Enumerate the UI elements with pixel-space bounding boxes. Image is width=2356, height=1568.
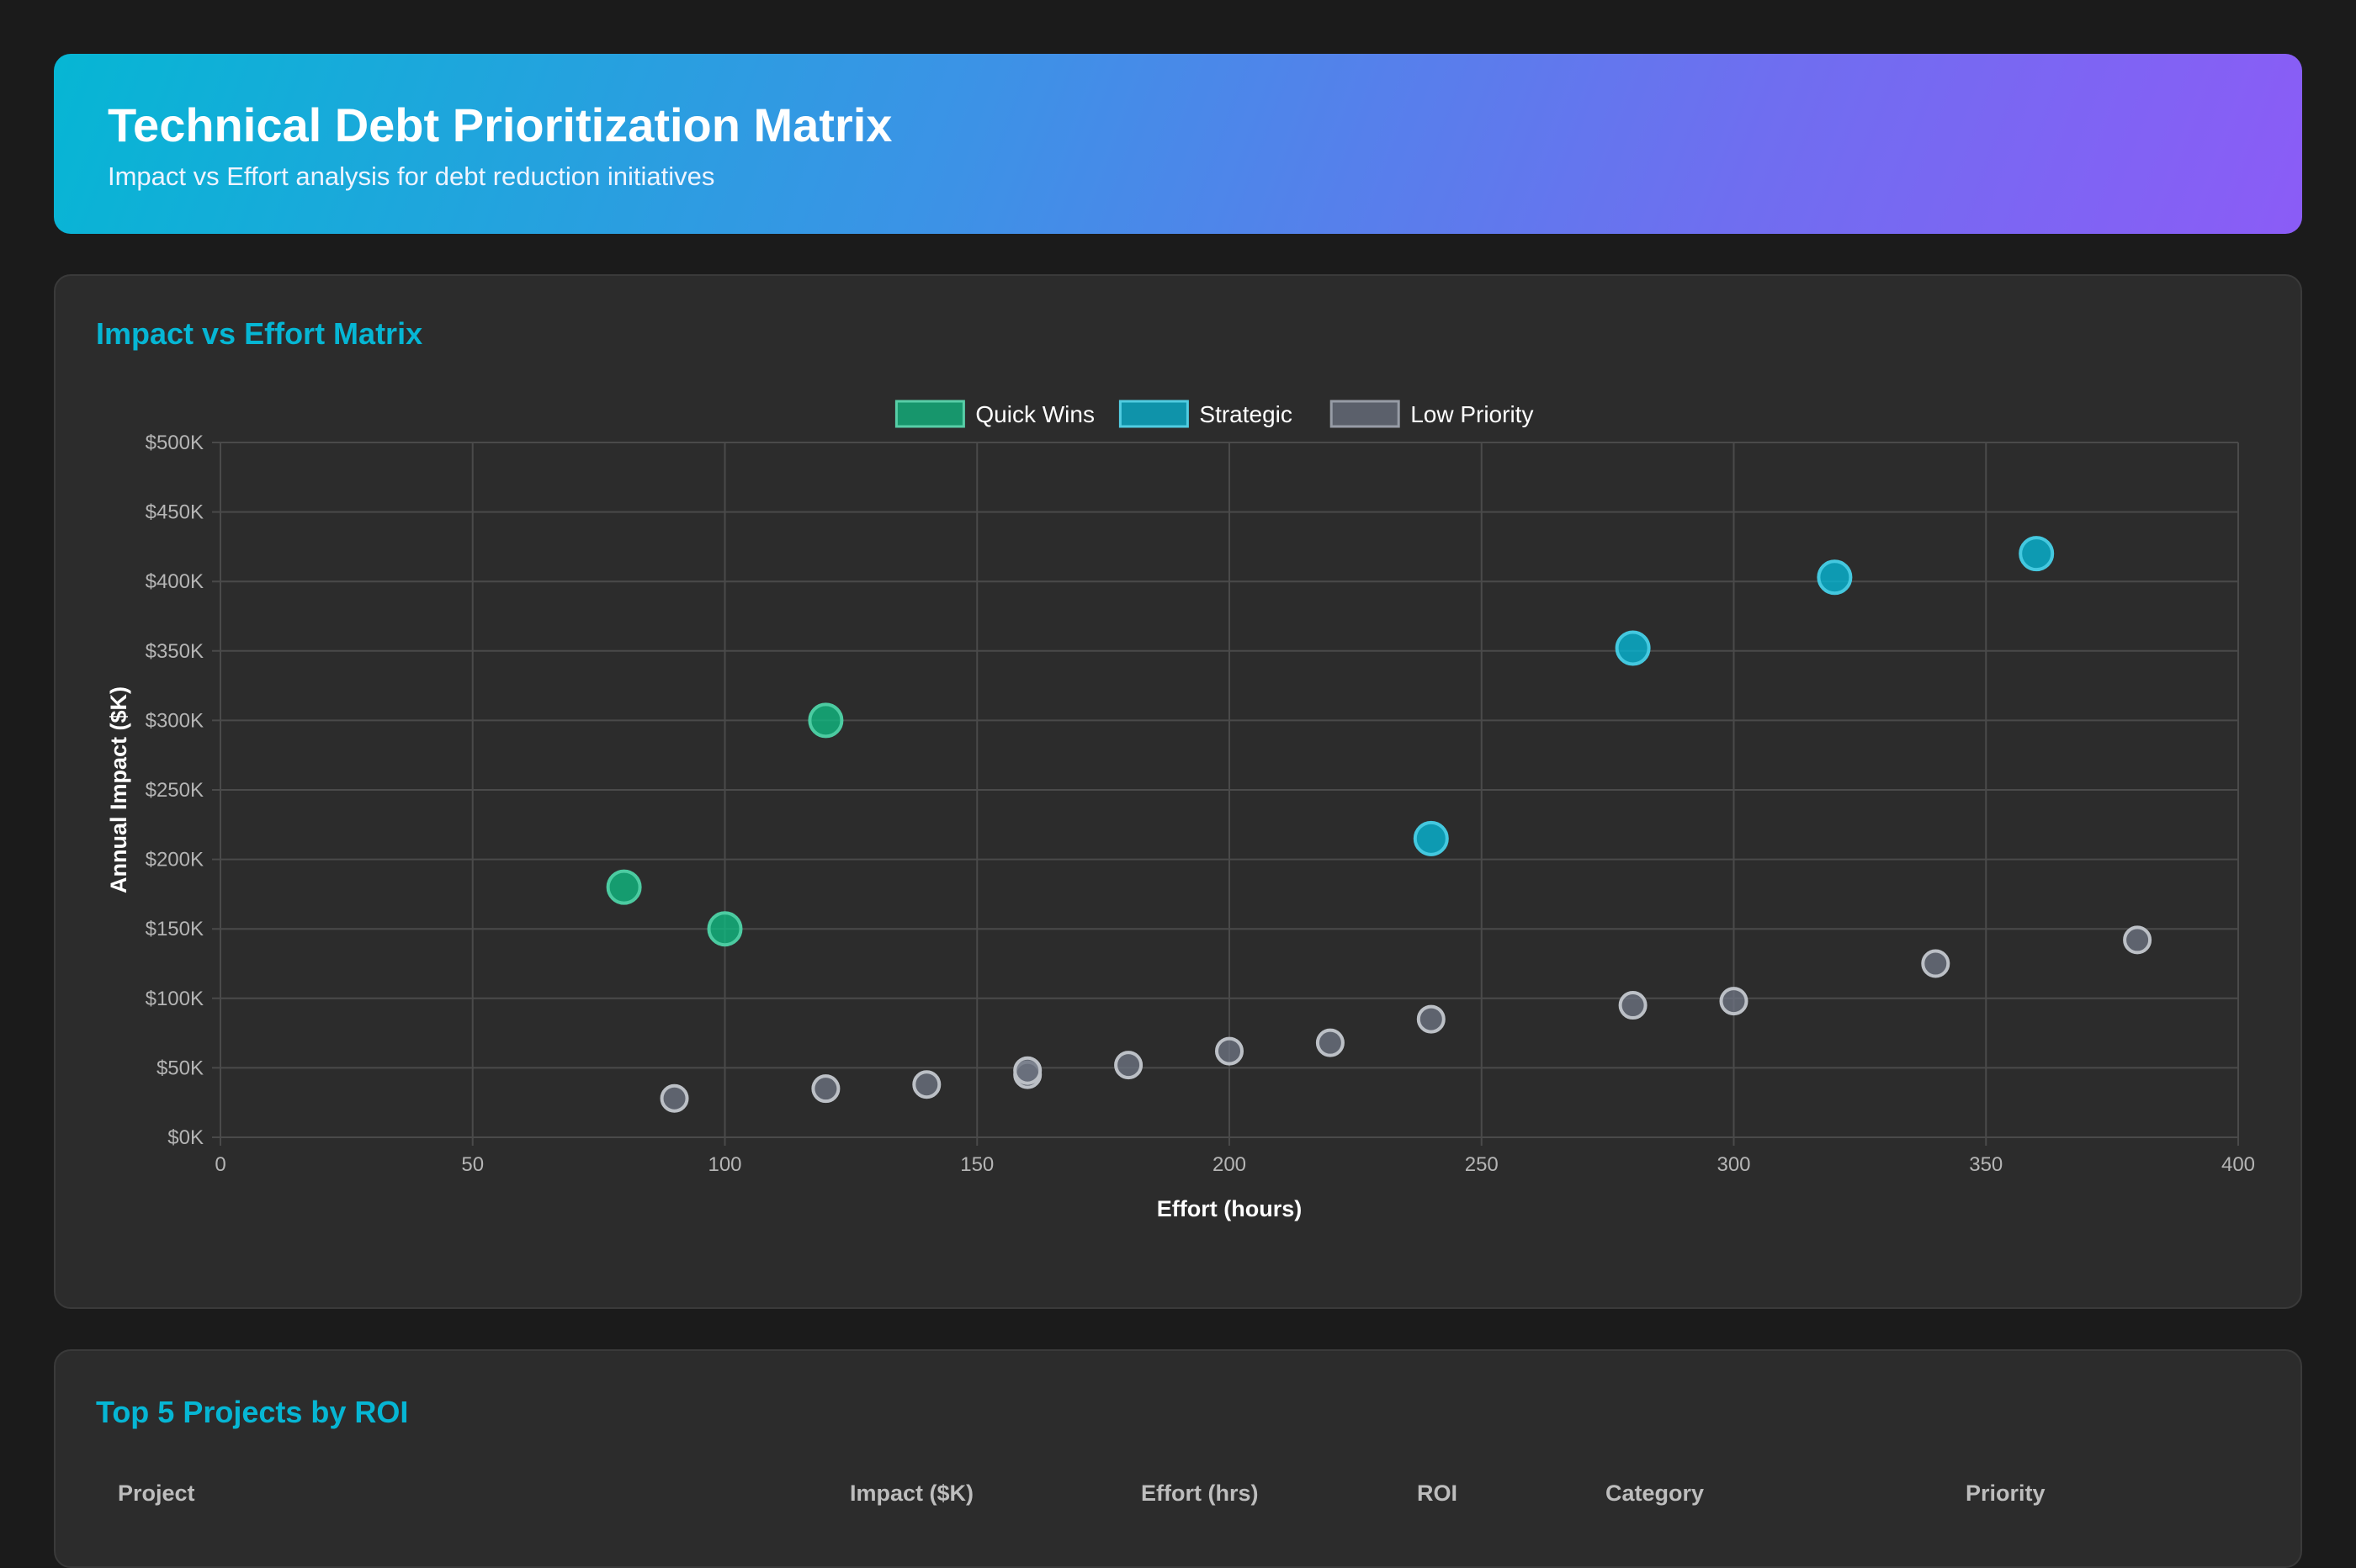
data-point-strategic — [1817, 559, 1853, 596]
data-point-low-priority — [1114, 1051, 1144, 1080]
y-tick-label: $250K — [146, 779, 204, 802]
column-header-project[interactable]: Project — [118, 1481, 195, 1506]
data-point-strategic — [2019, 536, 2055, 572]
page-subtitle: Impact vs Effort analysis for debt reduc… — [108, 162, 715, 191]
data-point-low-priority — [1013, 1056, 1043, 1085]
column-header-roi[interactable]: ROI — [1417, 1481, 1458, 1506]
legend-swatch-low-priority — [1329, 400, 1400, 428]
y-tick-label: $300K — [146, 709, 204, 732]
x-tick-label: 200 — [1212, 1153, 1246, 1176]
column-header-category[interactable]: Category — [1605, 1481, 1705, 1506]
page-header: Technical Debt Prioritization Matrix Imp… — [54, 54, 2302, 234]
y-tick-label: $50K — [157, 1057, 204, 1079]
x-tick-label: 50 — [461, 1153, 484, 1176]
y-tick-label: $500K — [146, 432, 204, 454]
y-tick-label: $400K — [146, 570, 204, 593]
data-point-low-priority — [660, 1083, 689, 1113]
top-projects-card-title: Top 5 Projects by ROI — [96, 1395, 409, 1429]
x-tick-label: 350 — [1969, 1153, 2003, 1176]
y-tick-label: $200K — [146, 849, 204, 871]
data-point-low-priority — [2123, 925, 2152, 955]
data-point-low-priority — [1719, 987, 1748, 1016]
data-point-low-priority — [1416, 1004, 1446, 1034]
data-point-low-priority — [1921, 949, 1950, 978]
legend-swatch-strategic — [1118, 400, 1189, 428]
x-tick-label: 300 — [1717, 1153, 1750, 1176]
data-point-strategic — [1413, 820, 1449, 856]
data-point-low-priority — [1215, 1036, 1244, 1066]
y-tick-label: $150K — [146, 918, 204, 940]
data-point-strategic — [1615, 630, 1651, 666]
legend-label-low-priority: Low Priority — [1410, 401, 1533, 427]
legend-label-quick-wins: Quick Wins — [975, 401, 1095, 427]
x-tick-label: 150 — [960, 1153, 994, 1176]
data-point-low-priority — [1315, 1028, 1345, 1057]
column-header-priority[interactable]: Priority — [1966, 1481, 2046, 1506]
y-axis-title: Annual Impact ($K) — [106, 686, 131, 893]
x-tick-label: 250 — [1465, 1153, 1499, 1176]
impact-effort-scatter-chart: 0 50 100 150 200 250 300 350 400 $0K $50K $100K $150… — [106, 400, 2255, 1221]
column-header-effort[interactable]: Effort (hrs) — [1141, 1481, 1259, 1506]
x-tick-label: 400 — [2221, 1153, 2255, 1176]
matrix-card: Impact vs Effort Matrix 0 50 100 150 200 250 3… — [54, 274, 2302, 1309]
data-point-quick-wins — [707, 911, 743, 947]
top-projects-card: Top 5 Projects by ROI Project Impact ($K… — [54, 1349, 2302, 1568]
column-header-impact[interactable]: Impact ($K) — [850, 1481, 974, 1506]
data-point-low-priority — [912, 1070, 942, 1099]
data-point-quick-wins — [808, 702, 844, 739]
data-point-low-priority — [1618, 991, 1648, 1020]
x-axis-title: Effort (hours) — [1157, 1196, 1302, 1221]
legend-label-strategic: Strategic — [1199, 401, 1292, 427]
page-title: Technical Debt Prioritization Matrix — [108, 98, 893, 151]
y-tick-label: $450K — [146, 501, 204, 524]
y-tick-label: $350K — [146, 640, 204, 663]
x-tick-label: 0 — [215, 1153, 226, 1176]
matrix-card-title: Impact vs Effort Matrix — [96, 316, 423, 351]
x-tick-label: 100 — [708, 1153, 741, 1176]
y-tick-label: $0K — [167, 1126, 204, 1149]
data-point-quick-wins — [606, 869, 642, 905]
legend-swatch-quick-wins — [894, 400, 965, 428]
y-tick-label: $100K — [146, 988, 204, 1010]
data-point-low-priority — [811, 1074, 841, 1104]
